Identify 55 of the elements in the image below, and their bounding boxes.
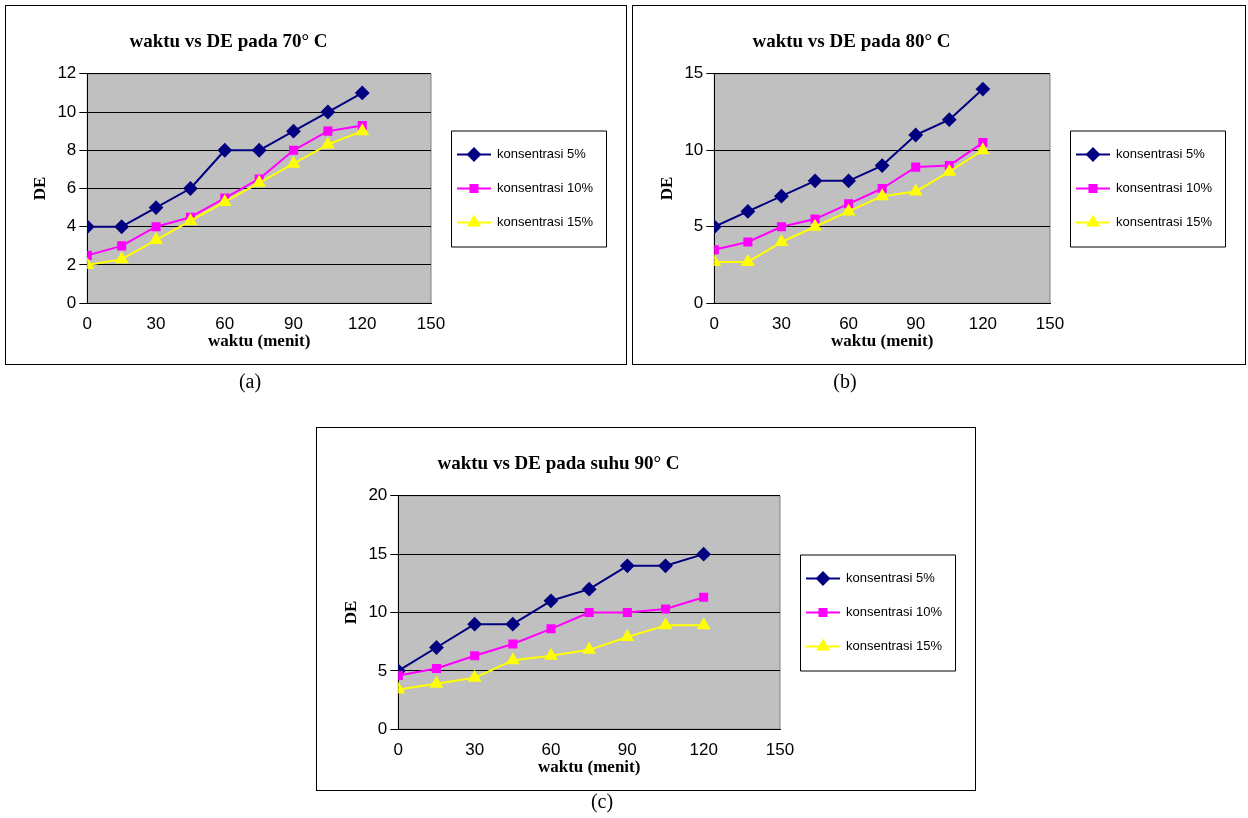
y-axis-title: DE: [29, 176, 49, 201]
y-tick-label: 0: [693, 292, 704, 312]
y-tick-label: 12: [57, 63, 77, 83]
text: (b): [832, 370, 858, 393]
y-tick-label: 2: [66, 254, 77, 274]
y-tick-label: 10: [57, 101, 77, 121]
y-tick-label: 4: [66, 216, 77, 236]
legend-label: konsentrasi 5%: [1116, 146, 1206, 162]
y-axis-title: DE: [340, 600, 360, 625]
x-axis-title: waktu (menit): [207, 331, 311, 351]
legend-label: konsentrasi 10%: [846, 604, 943, 620]
x-tick-label: 60: [839, 314, 859, 334]
y-axis-title: DE: [656, 176, 676, 201]
x-tick-label: 90: [906, 314, 926, 334]
x-tick-label: 120: [968, 314, 998, 334]
y-tick-label: 10: [684, 139, 704, 159]
y-tick-label: 0: [66, 292, 77, 312]
x-tick-label: 0: [393, 740, 404, 760]
y-tick-label: 8: [66, 139, 77, 159]
x-tick-label: 0: [709, 314, 720, 334]
x-tick-label: 0: [82, 314, 93, 334]
x-axis-title: waktu (menit): [830, 331, 934, 351]
x-tick-label: 90: [617, 740, 637, 760]
x-tick-label: 150: [1035, 314, 1065, 334]
chart-title: waktu vs DE pada 70° C: [129, 30, 328, 52]
y-tick-label: 15: [684, 63, 704, 83]
y-tick-label: 0: [377, 718, 388, 738]
x-tick-label: 150: [765, 740, 795, 760]
x-tick-label: 30: [146, 314, 166, 334]
y-tick-label: 6: [66, 178, 77, 198]
y-tick-label: 10: [368, 602, 388, 622]
x-tick-label: 120: [689, 740, 718, 760]
y-tick-label: 20: [368, 485, 388, 505]
x-axis-title: waktu (menit): [537, 757, 641, 777]
legend-label: konsentrasi 15%: [497, 214, 594, 230]
y-tick-label: 15: [368, 543, 388, 563]
legend-label: konsentrasi 15%: [846, 638, 943, 654]
x-tick-label: 120: [348, 314, 377, 334]
legend-label: konsentrasi 10%: [497, 180, 594, 196]
text: (c): [589, 790, 615, 813]
y-tick-label: 5: [377, 660, 388, 680]
legend-label: konsentrasi 10%: [1116, 180, 1213, 196]
x-tick-label: 60: [215, 314, 235, 334]
y-tick-label: 5: [693, 216, 704, 236]
x-tick-label: 30: [771, 314, 791, 334]
x-tick-label: 90: [284, 314, 303, 334]
x-tick-label: 30: [465, 740, 485, 760]
chart-title: waktu vs DE pada suhu 90° C: [437, 452, 680, 474]
x-tick-label: 60: [541, 740, 561, 760]
chart-title: waktu vs DE pada 80° C: [752, 30, 951, 52]
x-tick-label: 150: [416, 314, 446, 334]
text: (a): [237, 370, 263, 393]
legend-label: konsentrasi 5%: [846, 570, 936, 586]
legend-label: konsentrasi 15%: [1116, 214, 1213, 230]
legend-label: konsentrasi 5%: [497, 146, 587, 162]
